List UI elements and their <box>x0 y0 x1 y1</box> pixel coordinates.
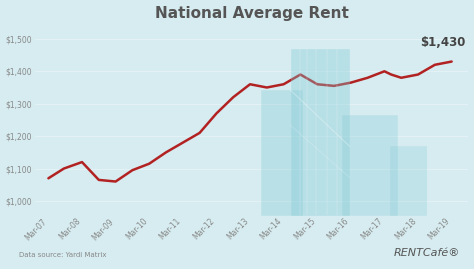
Polygon shape <box>390 146 427 215</box>
Text: RENTCafé®: RENTCafé® <box>393 248 460 258</box>
Polygon shape <box>342 115 397 215</box>
Polygon shape <box>261 90 301 215</box>
Text: $1,430: $1,430 <box>419 36 465 49</box>
Text: Data source: Yardi Matrix: Data source: Yardi Matrix <box>19 252 107 258</box>
Polygon shape <box>291 49 349 215</box>
Title: National Average Rent: National Average Rent <box>155 6 349 20</box>
